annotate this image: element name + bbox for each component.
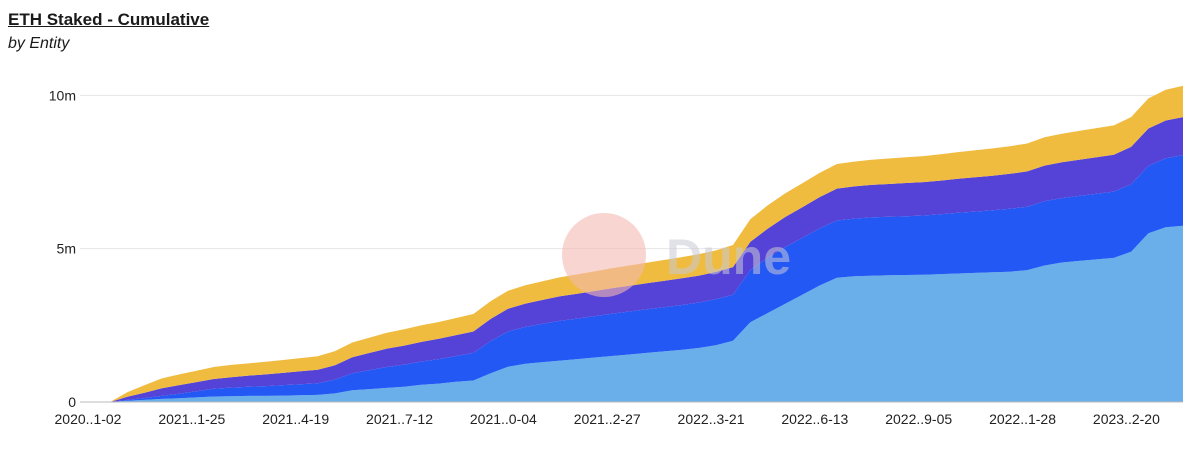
x-tick-label: 2021..7-12 [366,411,433,427]
chart-title[interactable]: ETH Staked - Cumulative [8,10,210,29]
dune-watermark: Dune [562,213,791,297]
area-series-4[interactable] [110,85,1183,403]
x-tick-label: 2022..3-21 [678,411,745,427]
y-tick-label: 10m [49,87,76,103]
x-tick-label: 2022..6-13 [781,411,848,427]
area-series [80,85,1183,403]
y-tick-label: 5m [57,241,76,257]
y-axis: 0 5m 10m [49,87,76,410]
y-tick-label: 0 [68,394,76,410]
watermark-circle-icon [562,213,646,297]
chart-header: ETH Staked - Cumulative by Entity [8,8,209,56]
area-series-3[interactable] [110,117,1183,402]
area-series-1[interactable] [110,225,1183,402]
x-tick-label: 2021..4-19 [262,411,329,427]
x-tick-label: 2022..9-05 [885,411,952,427]
x-tick-label: 2023..2-20 [1093,411,1160,427]
watermark-text: Dune [666,229,791,285]
x-axis: 2020..1-02 2021..1-25 2021..4-19 2021..7-12… [55,411,1161,427]
x-tick-label: 2021..2-27 [574,411,641,427]
x-tick-label: 2021..1-25 [158,411,225,427]
x-tick-label: 2022..1-28 [989,411,1056,427]
x-tick-label: 2021..0-04 [470,411,537,427]
x-tick-label: 2020..1-02 [55,411,122,427]
area-series-2[interactable] [110,155,1183,402]
chart-subtitle: by Entity [8,35,70,52]
